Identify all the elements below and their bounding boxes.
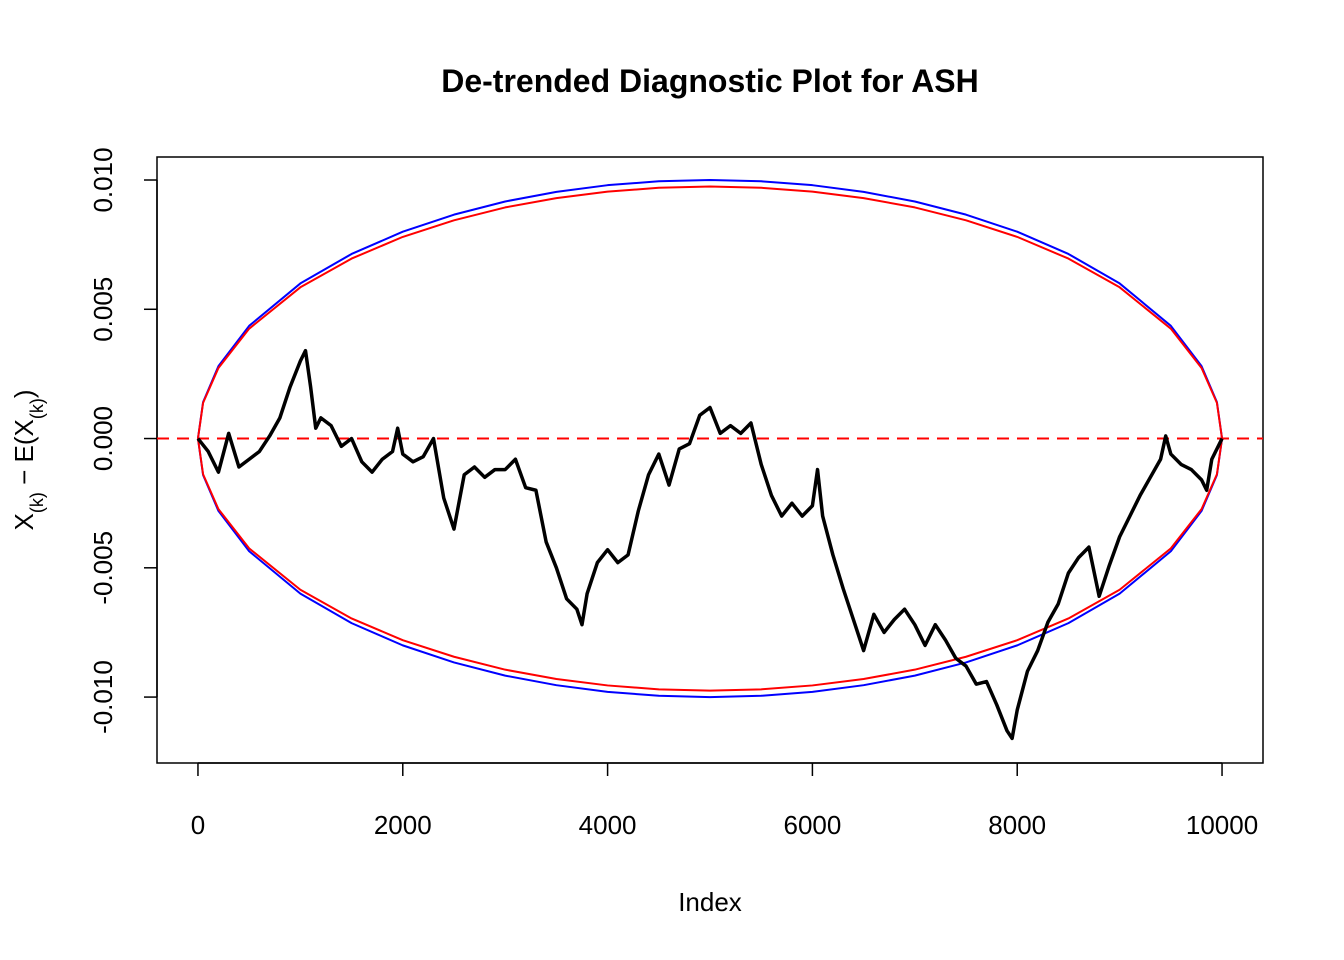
y-axis-label: X(k) − E(X(k)) (9, 390, 47, 531)
x-tick-label: 4000 (579, 810, 637, 840)
x-tick-label: 8000 (988, 810, 1046, 840)
x-tick-label: 10000 (1186, 810, 1258, 840)
y-label-part: ) (9, 390, 39, 399)
y-tick-label: 0.005 (88, 277, 118, 342)
series-line (196, 348, 1224, 741)
y-label-subscript: (k) (27, 398, 47, 419)
y-tick-label: 0.010 (88, 147, 118, 212)
x-tick-label: 6000 (783, 810, 841, 840)
x-axis-label: Index (678, 887, 742, 917)
chart-title: De-trended Diagnostic Plot for ASH (441, 63, 979, 99)
x-tick-label: 0 (191, 810, 205, 840)
series-line (196, 185, 1224, 439)
y-label-subscript: (k) (27, 492, 47, 513)
series-line (196, 438, 1224, 699)
series-line (196, 179, 1224, 439)
y-label-part: X (9, 513, 39, 530)
series-line (196, 438, 1224, 692)
y-tick-label: 0.000 (88, 406, 118, 471)
x-tick-label: 2000 (374, 810, 432, 840)
y-tick-label: -0.010 (88, 660, 118, 734)
y-tick-label: -0.005 (88, 531, 118, 605)
y-label-part: − E(X (9, 419, 39, 492)
